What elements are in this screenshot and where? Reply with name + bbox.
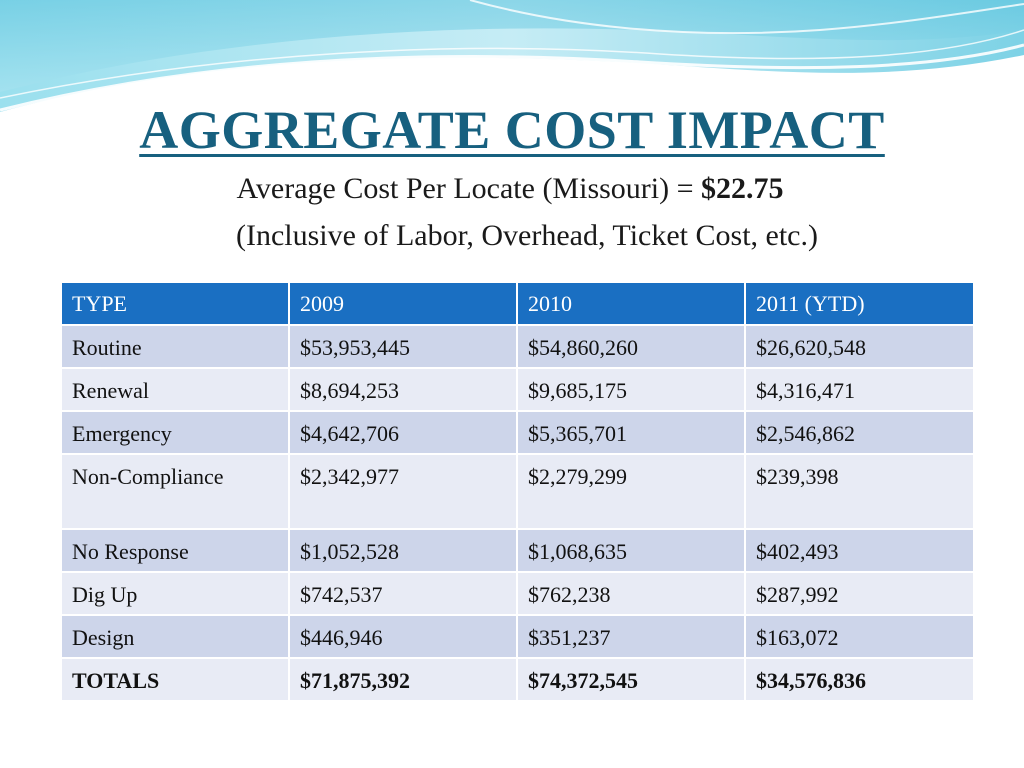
table-row: Renewal $8,694,253 $9,685,175 $4,316,471 (60, 367, 975, 412)
table-cell: $34,576,836 (744, 657, 975, 702)
column-header: 2011 (YTD) (744, 281, 975, 326)
decorative-wave-banner (0, 0, 1024, 112)
table-cell: Dig Up (60, 571, 290, 616)
table-cell: $762,238 (516, 571, 746, 616)
table-cell: $54,860,260 (516, 324, 746, 369)
subtitle-average-cost-text: Average Cost Per Locate (Missouri) = (236, 172, 702, 205)
table-cell: $1,068,635 (516, 528, 746, 573)
table-row: Dig Up $742,537 $762,238 $287,992 (60, 571, 975, 616)
table-cell: Emergency (60, 410, 290, 455)
table-cell: Non-Compliance (60, 453, 290, 530)
table-cell: $26,620,548 (744, 324, 975, 369)
table-cell: $351,237 (516, 614, 746, 659)
table-cell: $9,685,175 (516, 367, 746, 412)
totals-row: TOTALS $71,875,392 $74,372,545 $34,576,8… (60, 657, 975, 702)
table-row: Non-Compliance $2,342,977 $2,279,299 $23… (60, 453, 975, 530)
slide-title: AGGREGATE COST IMPACT (139, 100, 885, 160)
table-cell: $2,279,299 (516, 453, 746, 530)
column-header: TYPE (60, 281, 290, 326)
table-cell: $446,946 (288, 614, 518, 659)
column-header: 2010 (516, 281, 746, 326)
table-cell: $239,398 (744, 453, 975, 530)
subtitle-inclusive-note: (Inclusive of Labor, Overhead, Ticket Co… (236, 219, 818, 252)
subtitle-average-cost: Average Cost Per Locate (Missouri) = $22… (0, 170, 1022, 208)
table-cell: $71,875,392 (288, 657, 518, 702)
table-cell: $5,365,701 (516, 410, 746, 455)
table-cell: $8,694,253 (288, 367, 518, 412)
subtitle-average-cost-value: $22.75 (701, 172, 784, 205)
table-cell: Routine (60, 324, 290, 369)
table-cell: $2,342,977 (288, 453, 518, 530)
table-cell: TOTALS (60, 657, 290, 702)
table-cell: $287,992 (744, 571, 975, 616)
table-cell: Design (60, 614, 290, 659)
table-row: No Response $1,052,528 $1,068,635 $402,4… (60, 528, 975, 573)
table-row: Routine $53,953,445 $54,860,260 $26,620,… (60, 324, 975, 369)
table-header-row: TYPE 2009 2010 2011 (YTD) (60, 281, 975, 326)
table-cell: $74,372,545 (516, 657, 746, 702)
table-cell: $742,537 (288, 571, 518, 616)
cost-table: TYPE 2009 2010 2011 (YTD) Routine $53,95… (60, 281, 975, 702)
table-cell: $1,052,528 (288, 528, 518, 573)
table-cell: $402,493 (744, 528, 975, 573)
table-cell: $2,546,862 (744, 410, 975, 455)
table-cell: $163,072 (744, 614, 975, 659)
table-row: Emergency $4,642,706 $5,365,701 $2,546,8… (60, 410, 975, 455)
table-cell: $4,316,471 (744, 367, 975, 412)
table-cell: $4,642,706 (288, 410, 518, 455)
table-row: Design $446,946 $351,237 $163,072 (60, 614, 975, 659)
column-header: 2009 (288, 281, 518, 326)
table-cell: $53,953,445 (288, 324, 518, 369)
table-cell: No Response (60, 528, 290, 573)
table-cell: Renewal (60, 367, 290, 412)
